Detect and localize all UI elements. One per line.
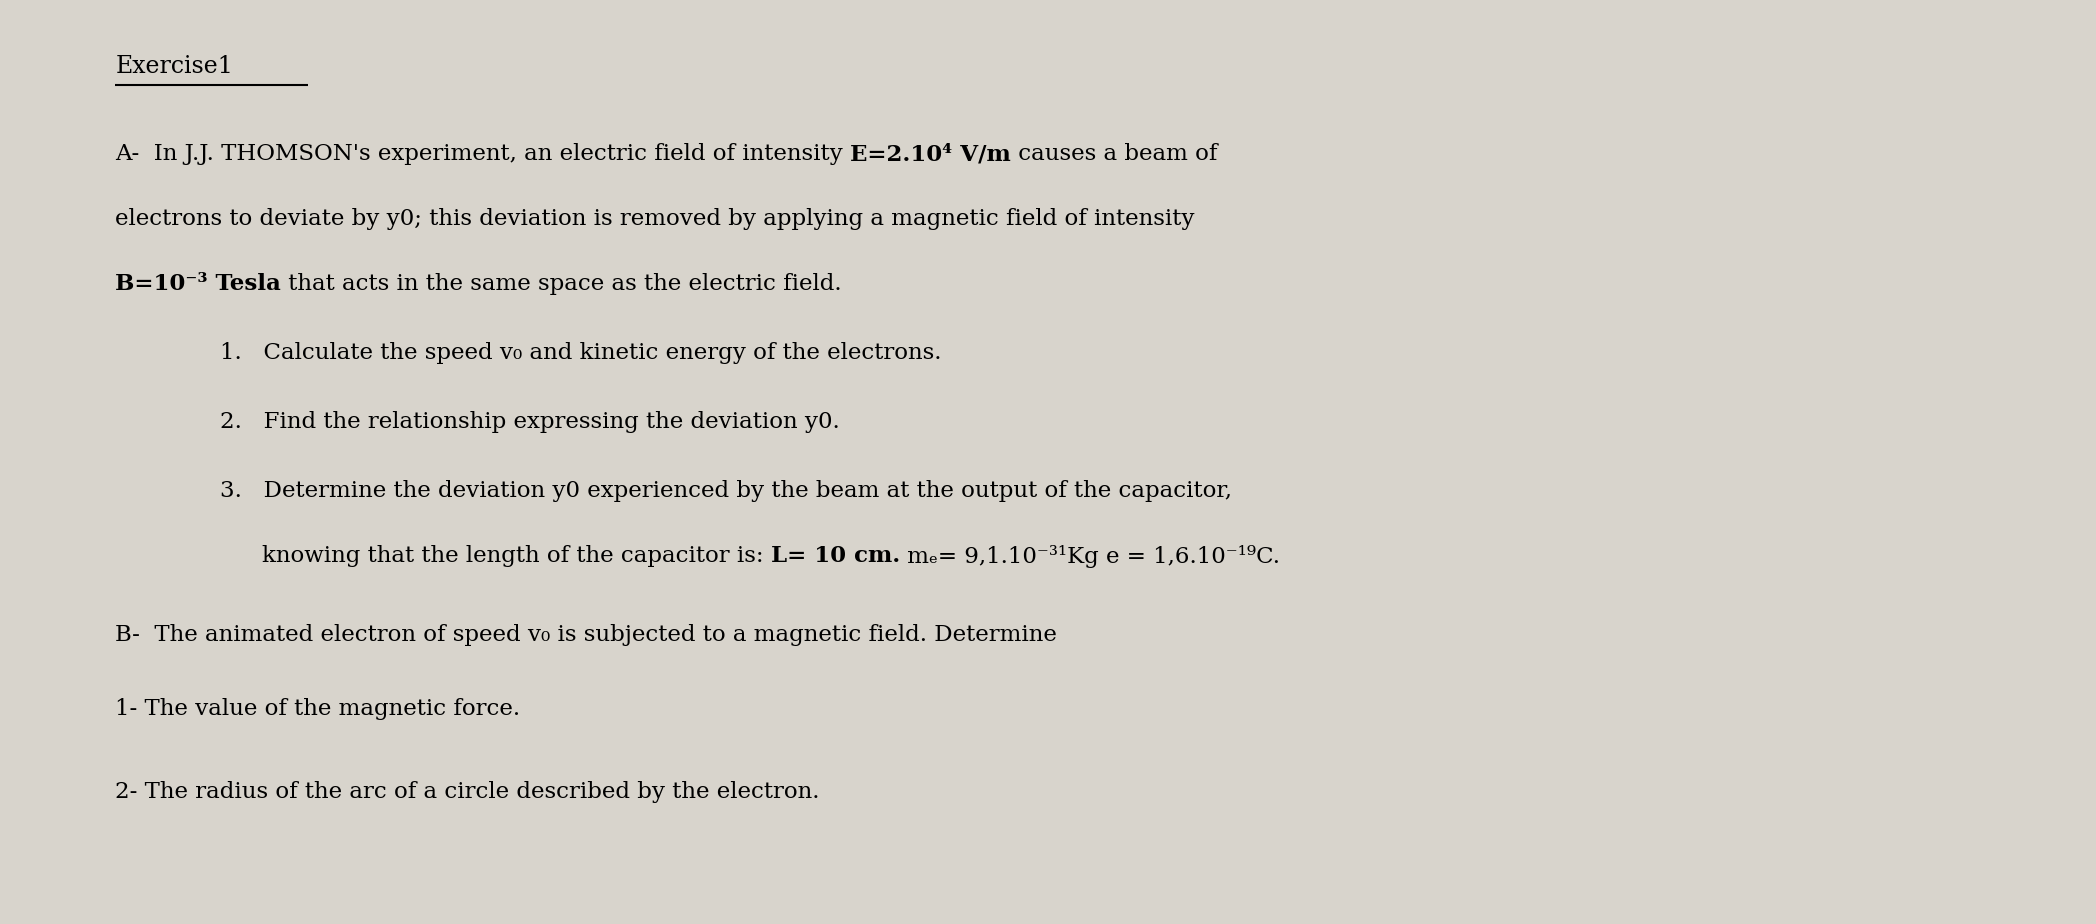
Text: E=2.10⁴ V/m: E=2.10⁴ V/m: [851, 143, 1010, 165]
Text: A-  In J.J. THOMSON's experiment, an electric field of intensity: A- In J.J. THOMSON's experiment, an elec…: [115, 143, 851, 165]
Text: B-  The animated electron of speed v₀ is subjected to a magnetic field. Determin: B- The animated electron of speed v₀ is …: [115, 624, 1056, 646]
Text: that acts in the same space as the electric field.: that acts in the same space as the elect…: [281, 273, 843, 295]
Text: L= 10 cm.: L= 10 cm.: [771, 545, 899, 567]
Text: 3.   Determine the deviation y0 experienced by the beam at the output of the cap: 3. Determine the deviation y0 experience…: [220, 480, 1232, 503]
Text: causes a beam of: causes a beam of: [1010, 143, 1218, 165]
Text: electrons to deviate by y0; this deviation is removed by applying a magnetic fie: electrons to deviate by y0; this deviati…: [115, 208, 1195, 230]
Text: 2.   Find the relationship expressing the deviation y0.: 2. Find the relationship expressing the …: [220, 411, 840, 433]
Text: mₑ= 9,1.10⁻³¹Kg e = 1,6.10⁻¹⁹C.: mₑ= 9,1.10⁻³¹Kg e = 1,6.10⁻¹⁹C.: [899, 545, 1281, 568]
Text: 1.   Calculate the speed v₀ and kinetic energy of the electrons.: 1. Calculate the speed v₀ and kinetic en…: [220, 342, 941, 364]
Text: Exercise1: Exercise1: [115, 55, 233, 79]
Text: 1- The value of the magnetic force.: 1- The value of the magnetic force.: [115, 698, 520, 720]
Text: knowing that the length of the capacitor is:: knowing that the length of the capacitor…: [262, 545, 771, 567]
Text: 2- The radius of the arc of a circle described by the electron.: 2- The radius of the arc of a circle des…: [115, 781, 820, 803]
Text: B=10⁻³ Tesla: B=10⁻³ Tesla: [115, 273, 281, 295]
